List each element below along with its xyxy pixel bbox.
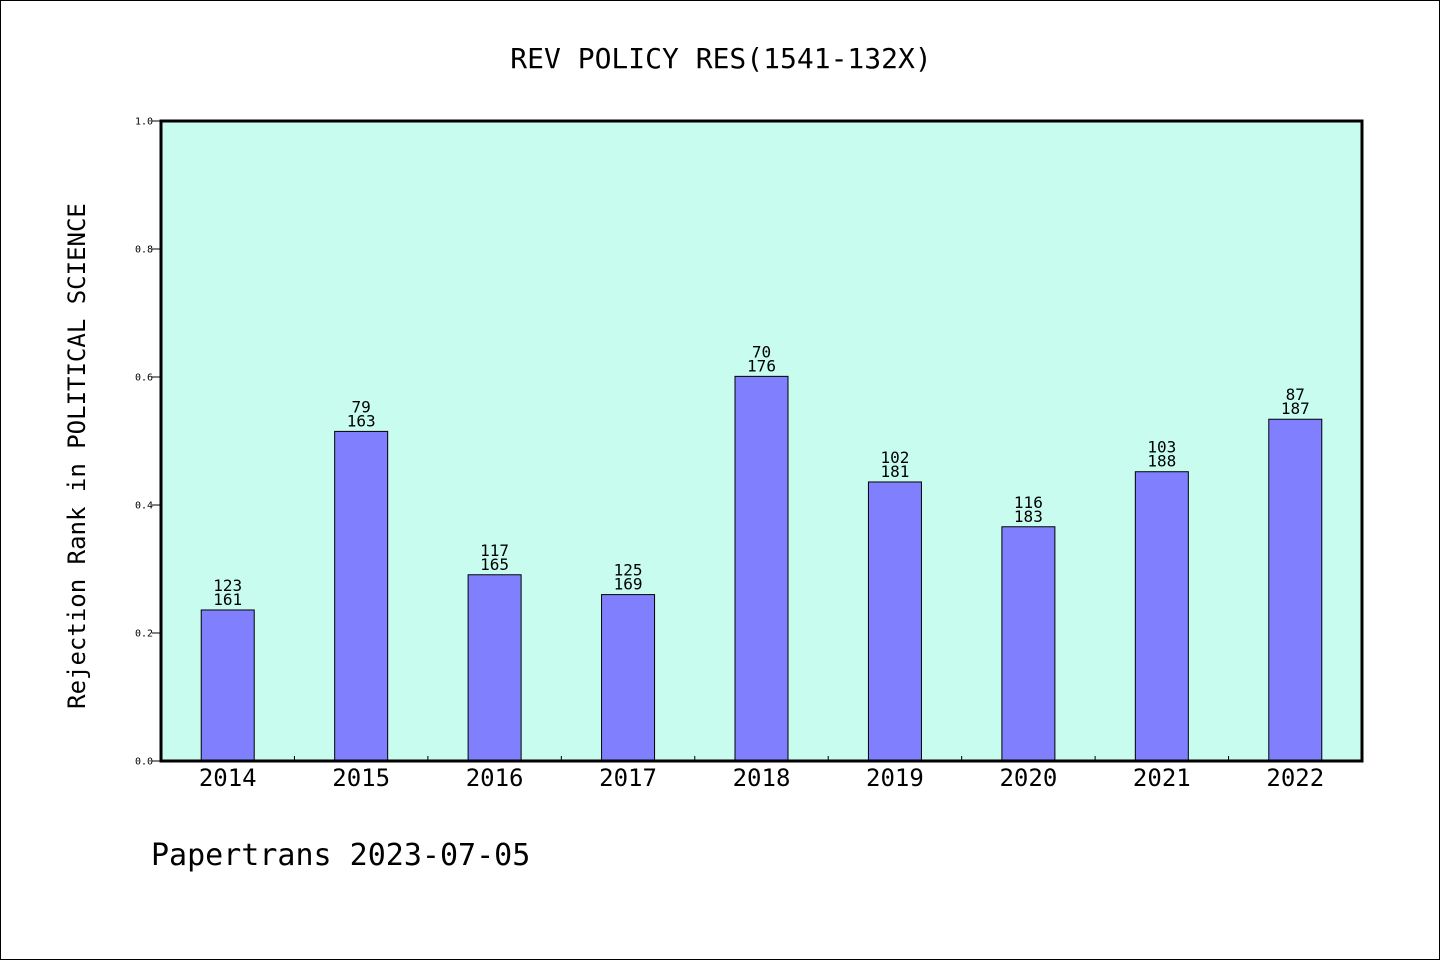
bar-rank-label: 79 <box>352 397 371 416</box>
bar-rank-label: 123 <box>213 576 242 595</box>
bar-rank-label: 125 <box>614 561 643 580</box>
footer-credit: Papertrans 2023-07-05 <box>151 838 530 873</box>
bar-2018 <box>734 375 789 762</box>
bar-2022 <box>1268 418 1323 762</box>
bar-2017 <box>601 594 656 762</box>
bar-total-label: 161 <box>213 590 242 609</box>
x-tick-label: 2016 <box>466 764 524 792</box>
x-axis-ticks: 2014 2015 2016 2017 2018 2019 2020 2021 2022 <box>199 756 1324 792</box>
chart-title: REV POLICY RES(1541-132X) <box>510 42 931 75</box>
x-tick-label: 2019 <box>866 764 924 792</box>
bar-total-label: 183 <box>1014 507 1043 526</box>
x-tick-label: 2018 <box>733 764 791 792</box>
x-tick-label: 2020 <box>999 764 1057 792</box>
bar-total-label: 188 <box>1147 452 1176 471</box>
x-tick-label: 2015 <box>332 764 390 792</box>
bar-2021 <box>1134 471 1189 762</box>
bar-rank-label: 103 <box>1147 438 1176 457</box>
bars-group <box>200 375 1323 762</box>
bar-2019 <box>867 481 922 762</box>
bar-2015 <box>334 430 389 762</box>
bar-2016 <box>467 574 522 762</box>
x-tick-label: 2021 <box>1133 764 1191 792</box>
bar-total-label: 181 <box>880 462 909 481</box>
bar-total-label: 187 <box>1281 399 1310 418</box>
bar-total-label: 176 <box>747 356 776 375</box>
y-axis-ticks: 0.0 0.2 0.4 0.6 0.8 1.0 <box>135 117 161 768</box>
x-tick-label: 2014 <box>199 764 257 792</box>
bar-total-label: 163 <box>347 411 376 430</box>
bar-rank-label: 87 <box>1286 385 1305 404</box>
y-tick-label: 0.4 <box>135 501 153 512</box>
y-tick-label: 0.2 <box>135 629 153 640</box>
plot-border <box>159 119 1364 763</box>
y-tick-label: 0.6 <box>135 373 153 384</box>
bar-2020 <box>1001 526 1056 762</box>
y-tick-label: 0.8 <box>135 245 153 256</box>
x-tick-label: 2017 <box>599 764 657 792</box>
x-tick-label: 2022 <box>1266 764 1324 792</box>
bar-rank-label: 116 <box>1014 493 1043 512</box>
bar-total-label: 169 <box>614 575 643 594</box>
bar-rank-label: 70 <box>752 342 771 361</box>
y-tick-label: 1.0 <box>135 117 153 128</box>
bar-rank-label: 102 <box>880 448 909 467</box>
bar-2014 <box>200 609 255 762</box>
y-axis-label: Rejection Rank in POLITICAL SCIENCE <box>63 203 91 709</box>
bar-rank-label: 117 <box>480 541 509 560</box>
bar-total-label: 165 <box>480 555 509 574</box>
y-tick-label: 0.0 <box>135 757 153 768</box>
